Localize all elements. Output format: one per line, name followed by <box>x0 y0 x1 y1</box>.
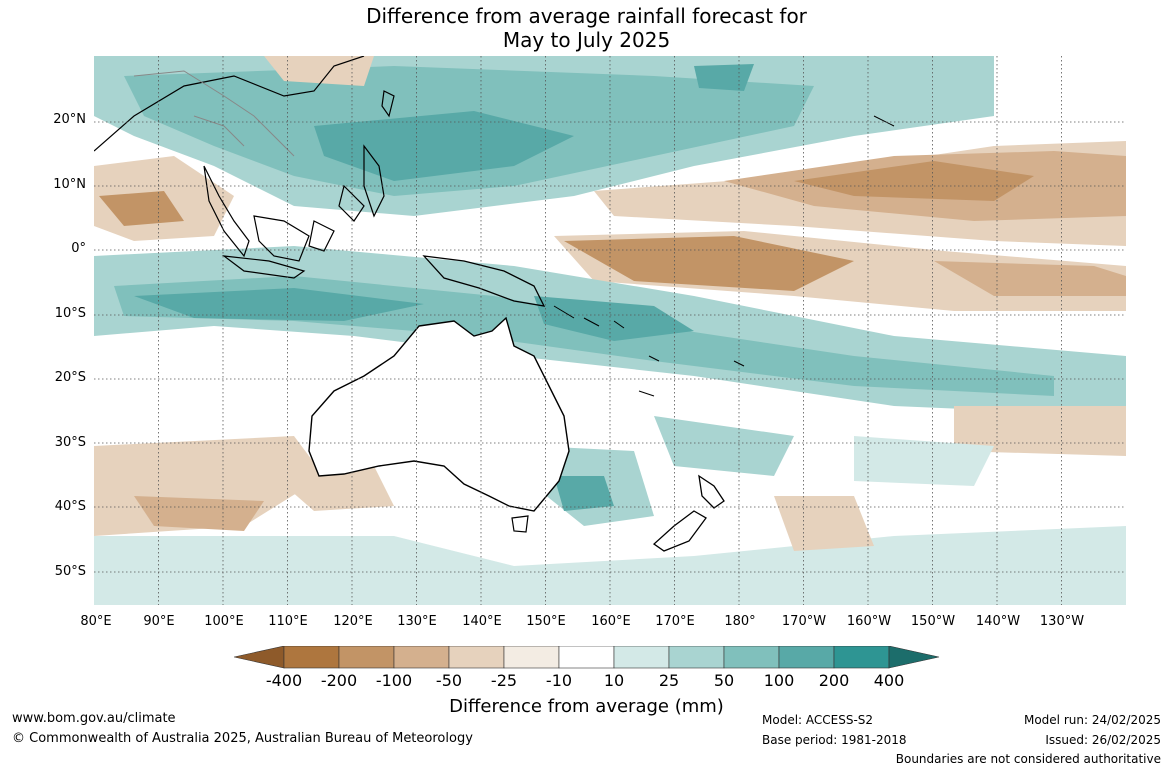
copyright-text: © Commonwealth of Australia 2025, Austra… <box>12 731 473 746</box>
colorbar-extend-dry <box>234 646 285 669</box>
colorbar-extend-wet <box>888 646 940 669</box>
colorbar-bin-10 <box>778 646 835 669</box>
title-line-1: Difference from average rainfall forecas… <box>366 4 807 28</box>
title-line-2: May to July 2025 <box>502 28 671 52</box>
new-guinea-outline <box>422 255 546 307</box>
dry-anomaly-equatorial <box>554 231 1126 311</box>
lon-label-130w: 130°W <box>1039 614 1085 629</box>
dry-anomaly-north <box>94 56 1126 246</box>
lon-label-160w: 160°W <box>846 614 892 629</box>
lat-label-50s: 50°S <box>54 564 86 579</box>
lon-label-140w: 140°W <box>975 614 1021 629</box>
colorbar-tick: -400 <box>265 671 303 690</box>
lat-label-40s: 40°S <box>54 499 86 514</box>
lon-label-90e: 90°E <box>143 614 175 629</box>
colorbar-tick: 100 <box>763 671 795 690</box>
lon-label-150w: 150°W <box>910 614 956 629</box>
colorbar <box>234 646 940 672</box>
lon-label-120e: 120°E <box>333 614 373 629</box>
model-name: Model: ACCESS-S2 <box>762 713 874 727</box>
lon-label-170w: 170°W <box>781 614 827 629</box>
colorbar-bin-8 <box>668 646 725 669</box>
lat-label-10s: 10°S <box>54 306 86 321</box>
website-link[interactable]: www.bom.gov.au/climate <box>12 711 176 726</box>
graticule <box>94 56 1126 605</box>
colorbar-bin-5 <box>503 646 560 669</box>
rainfall-map-canvas <box>94 56 1126 605</box>
colorbar-tick: -100 <box>375 671 413 690</box>
lon-label-140e: 140°E <box>462 614 502 629</box>
asia-borders <box>133 70 295 157</box>
colorbar-bin-4 <box>448 646 505 669</box>
colorbar-tick: 25 <box>658 671 680 690</box>
colorbar-label: Difference from average (mm) <box>449 696 724 717</box>
colorbar-bin-11 <box>833 646 890 669</box>
lat-label-10n: 10°N <box>53 177 86 192</box>
map-title: Difference from average rainfall forecas… <box>0 4 1173 52</box>
colorbar-bin-3 <box>393 646 450 669</box>
boundary-disclaimer: Boundaries are not considered authoritat… <box>895 752 1161 766</box>
base-period: Base period: 1981-2018 <box>762 733 907 747</box>
lon-label-130e: 130°E <box>397 614 437 629</box>
colorbar-tick: 50 <box>713 671 735 690</box>
lat-label-20s: 20°S <box>54 370 86 385</box>
australia-outline <box>308 316 570 512</box>
colorbar-tick: -10 <box>545 671 573 690</box>
colorbar-bin-1 <box>283 646 340 669</box>
lat-label-20n: 20°N <box>53 112 86 127</box>
colorbar-tick: 10 <box>603 671 625 690</box>
colorbar-tick: -25 <box>490 671 518 690</box>
colorbar-bin-9 <box>723 646 780 669</box>
colorbar-canvas <box>234 646 940 669</box>
colorbar-bin-2 <box>338 646 395 669</box>
wet-anomaly-north <box>94 56 994 216</box>
colorbar-tick: 200 <box>818 671 850 690</box>
new-zealand-outline <box>652 474 725 552</box>
lon-label-80e: 80°E <box>80 614 112 629</box>
lat-label-30s: 30°S <box>54 435 86 450</box>
model-run-date: Model run: 24/02/2025 <box>1023 713 1161 727</box>
lon-label-100e: 100°E <box>204 614 244 629</box>
issued-date: Issued: 26/02/2025 <box>1045 733 1161 747</box>
colorbar-tick: -200 <box>320 671 358 690</box>
colorbar-bin-7 <box>613 646 670 669</box>
lon-label-180: 180° <box>724 614 756 629</box>
lon-label-110e: 110°E <box>268 614 308 629</box>
colorbar-bin-6 <box>558 646 615 669</box>
lat-label-0: 0° <box>71 241 86 256</box>
asia-outlines <box>94 56 395 279</box>
lon-label-160e: 160°E <box>591 614 631 629</box>
colorbar-tick: 400 <box>873 671 905 690</box>
tasmania-outline <box>511 515 529 533</box>
pacific-islands <box>553 115 895 397</box>
rainfall-map <box>94 56 1126 605</box>
colorbar-tick: -50 <box>435 671 463 690</box>
lon-label-150e: 150°E <box>526 614 566 629</box>
lon-label-170e: 170°E <box>655 614 695 629</box>
